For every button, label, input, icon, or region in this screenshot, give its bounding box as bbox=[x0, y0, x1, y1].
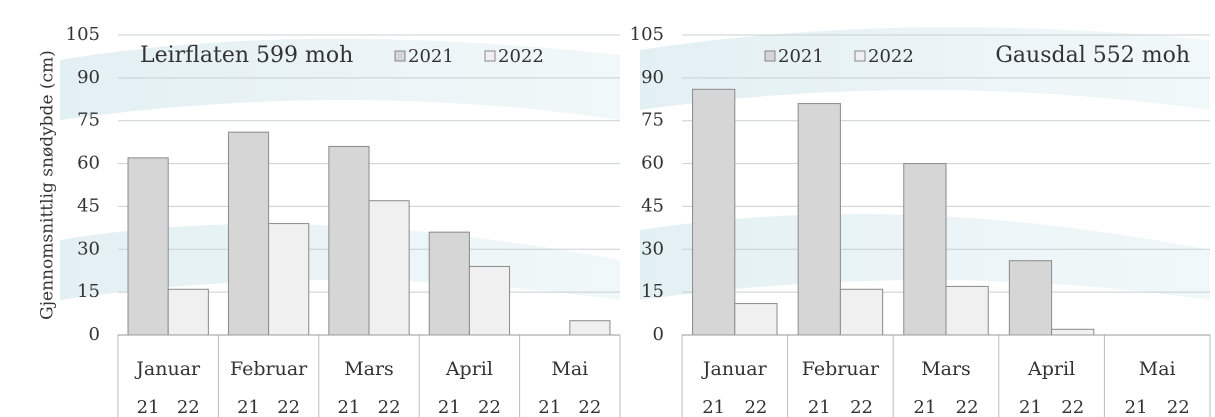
bar-sub-label: 22 bbox=[177, 397, 200, 417]
x-tick-label: Mai bbox=[551, 358, 588, 380]
bar bbox=[1051, 328, 1095, 336]
bar-sub-label: 22 bbox=[744, 397, 767, 417]
bar-sub-label: 22 bbox=[578, 397, 601, 417]
bar bbox=[167, 288, 209, 336]
y-tick-label: 75 bbox=[77, 110, 100, 131]
bar-sub-label: 22 bbox=[1167, 397, 1190, 417]
bar bbox=[468, 265, 511, 336]
bar-sub-label: 21 bbox=[237, 397, 260, 417]
x-tick-label: April bbox=[1027, 358, 1075, 380]
bar bbox=[839, 288, 884, 336]
bar bbox=[945, 285, 989, 336]
bar-sub-label: 21 bbox=[538, 397, 561, 417]
bar bbox=[903, 163, 947, 336]
bar-sub-label: 22 bbox=[850, 397, 873, 417]
bar-sub-label: 22 bbox=[1061, 397, 1084, 417]
y-tick-label: 90 bbox=[77, 67, 100, 88]
bar bbox=[328, 145, 370, 336]
x-tick-label: Februar bbox=[802, 358, 880, 380]
x-tick-label: Februar bbox=[230, 358, 308, 380]
bar bbox=[428, 231, 470, 336]
y-tick-label: 0 bbox=[653, 324, 664, 345]
bar bbox=[734, 303, 778, 336]
y-tick-label: 60 bbox=[77, 153, 100, 174]
bar bbox=[797, 103, 841, 336]
x-tick-label: Mai bbox=[1139, 358, 1176, 380]
bar bbox=[127, 157, 169, 336]
bar-sub-label: 21 bbox=[702, 397, 725, 417]
legend-label: 2022 bbox=[868, 46, 914, 67]
chart-title: Gausdal 552 moh bbox=[995, 43, 1190, 68]
y-tick-label: 105 bbox=[630, 24, 664, 45]
bar bbox=[368, 200, 410, 336]
legend-label: 2021 bbox=[778, 46, 824, 67]
bar bbox=[692, 88, 736, 336]
x-tick-label: Mars bbox=[344, 358, 394, 380]
y-tick-label: 75 bbox=[641, 110, 664, 131]
chart-title: Leirflaten 599 moh bbox=[140, 43, 353, 68]
y-tick-label: 15 bbox=[641, 281, 664, 302]
bar bbox=[1008, 260, 1053, 336]
bar bbox=[569, 320, 611, 336]
legend-label: 2022 bbox=[498, 46, 544, 67]
legend-swatch bbox=[394, 50, 406, 62]
x-tick-label: April bbox=[445, 358, 493, 380]
bar-sub-label: 21 bbox=[808, 397, 831, 417]
legend-swatch bbox=[854, 50, 866, 62]
y-tick-label: 0 bbox=[89, 324, 100, 345]
bar-sub-label: 22 bbox=[378, 397, 401, 417]
y-tick-label: 45 bbox=[641, 195, 664, 216]
bar-sub-label: 21 bbox=[1125, 397, 1148, 417]
legend-swatch bbox=[484, 50, 496, 62]
bar-sub-label: 21 bbox=[438, 397, 461, 417]
bar bbox=[268, 223, 310, 336]
bar bbox=[227, 131, 270, 336]
x-tick-label: Mars bbox=[921, 358, 971, 380]
legend-swatch bbox=[764, 50, 776, 62]
x-tick-label: Januar bbox=[134, 358, 201, 380]
y-tick-label: 60 bbox=[641, 153, 664, 174]
x-tick-label: Januar bbox=[701, 358, 768, 380]
y-tick-label: 105 bbox=[66, 24, 100, 45]
y-tick-label: 45 bbox=[77, 195, 100, 216]
y-tick-label: 15 bbox=[77, 281, 100, 302]
bar-sub-label: 21 bbox=[337, 397, 360, 417]
bar-sub-label: 22 bbox=[956, 397, 979, 417]
y-axis-label: Gjennomsnittlig snødybde (cm) bbox=[38, 50, 58, 320]
bar-sub-label: 22 bbox=[277, 397, 300, 417]
bar-sub-label: 21 bbox=[1019, 397, 1042, 417]
y-tick-label: 30 bbox=[641, 238, 664, 259]
bar-sub-label: 21 bbox=[913, 397, 936, 417]
y-tick-label: 30 bbox=[77, 238, 100, 259]
bar-sub-label: 21 bbox=[137, 397, 160, 417]
y-tick-label: 90 bbox=[641, 67, 664, 88]
bar-sub-label: 22 bbox=[478, 397, 501, 417]
legend-label: 2021 bbox=[408, 46, 454, 67]
